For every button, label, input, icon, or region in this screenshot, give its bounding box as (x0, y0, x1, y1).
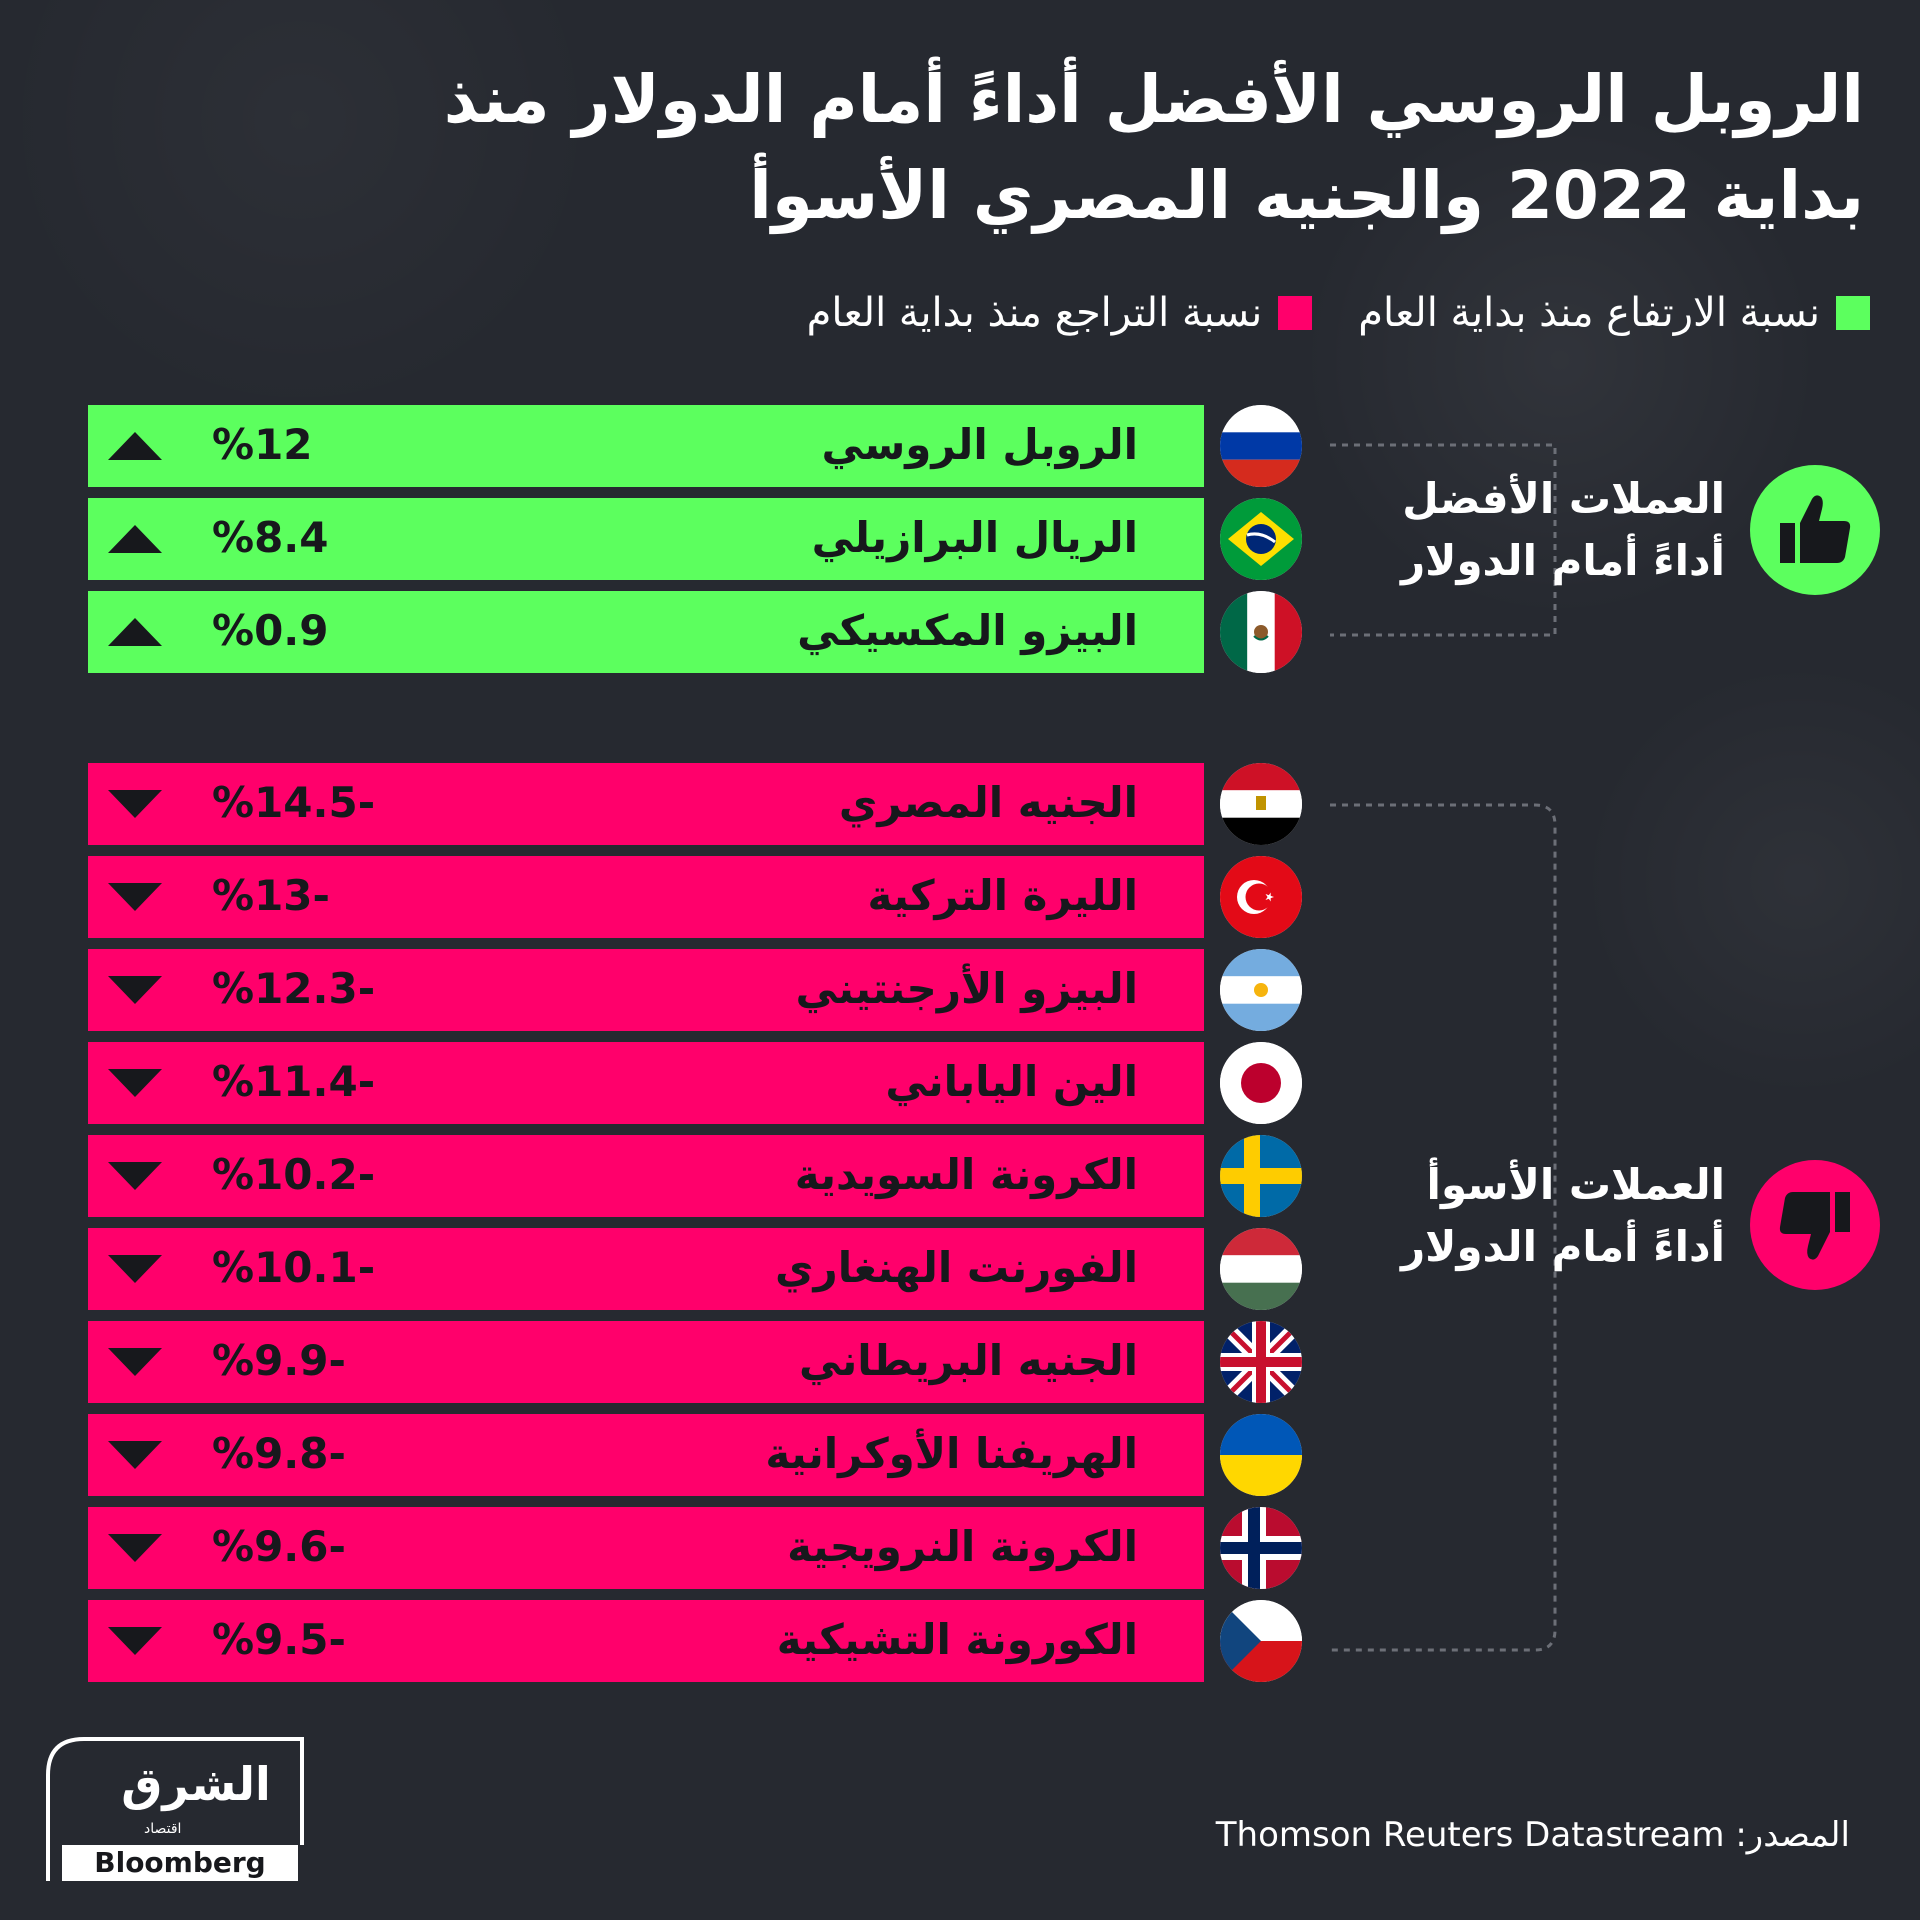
currency-row-norway: الكرونة النرويجية %9.6- (88, 1507, 1204, 1589)
best-group-label: العملات الأفضل أداءً أمام الدولار (1345, 468, 1725, 592)
worst-group-label: العملات الأسوأ أداءً أمام الدولار (1345, 1154, 1725, 1278)
best-group-bracket (1330, 443, 1557, 637)
currency-row-egypt: الجنيه المصري %14.5- (88, 763, 1204, 845)
currency-value: %8.4 (212, 513, 329, 562)
argentina-flag-icon (1220, 949, 1302, 1031)
currency-name: الكرونة السويدية (794, 1150, 1138, 1199)
arrow-down-icon (108, 1441, 162, 1469)
arrow-down-icon (108, 1069, 162, 1097)
japan-flag-icon (1220, 1042, 1302, 1124)
logo-sub-word: اقتصاد (144, 1821, 182, 1837)
legend-swatch-fall (1278, 296, 1313, 330)
arrow-down-icon (108, 1255, 162, 1283)
logo-frame (46, 1737, 304, 1881)
logo-arabic-word: الشرق (121, 1757, 271, 1811)
currency-row-argentina: البيزو الأرجنتيني %12.3- (88, 949, 1204, 1031)
currency-name: الجنيه المصري (838, 778, 1138, 827)
currency-value: %10.1- (212, 1243, 376, 1292)
currency-value: %11.4- (212, 1057, 376, 1106)
currency-value: %9.9- (212, 1336, 346, 1385)
legend-label-fall: نسبة التراجع منذ بداية العام (806, 290, 1263, 336)
ukraine-flag-icon (1220, 1414, 1302, 1496)
hungary-flag-icon (1220, 1228, 1302, 1310)
arrow-up-icon (108, 432, 162, 460)
currency-row-turkey: الليرة التركية %13- (88, 856, 1204, 938)
arrow-up-icon (108, 525, 162, 553)
currency-value: %12.3- (212, 964, 376, 1013)
currency-row-japan: الين الياباني %11.4- (88, 1042, 1204, 1124)
russia-flag-icon (1220, 405, 1302, 487)
legend: نسبة الارتفاع منذ بداية العام نسبة الترا… (761, 290, 1870, 336)
currency-value: %13- (212, 871, 330, 920)
currency-value: %10.2- (212, 1150, 376, 1199)
arrow-down-icon (108, 1348, 162, 1376)
source-note: المصدر: Thomson Reuters Datastream (1215, 1815, 1850, 1855)
brazil-flag-icon (1220, 498, 1302, 580)
currency-value: %14.5- (212, 778, 376, 827)
logo: الشرق اقتصاد Bloomberg (44, 1735, 306, 1883)
currency-name: الريال البرازيلي (811, 513, 1138, 562)
mexico-flag-icon (1220, 591, 1302, 673)
worst-group-line1: العملات الأسوأ (1426, 1160, 1725, 1209)
currency-name: الكرونة النرويجية (787, 1522, 1138, 1571)
currency-row-brazil: الريال البرازيلي %8.4 (88, 498, 1204, 580)
legend-label-rise: نسبة الارتفاع منذ بداية العام (1358, 290, 1820, 336)
sweden-flag-icon (1220, 1135, 1302, 1217)
arrow-down-icon (108, 1162, 162, 1190)
arrow-down-icon (108, 976, 162, 1004)
currency-name: الجنيه البريطاني (799, 1336, 1138, 1385)
legend-item-rise: نسبة الارتفاع منذ بداية العام (1358, 290, 1870, 336)
thumbs-up-icon (1750, 465, 1880, 595)
currency-name: الكورونة التشيكية (776, 1615, 1138, 1664)
currency-value: %12 (212, 420, 313, 469)
currency-name: الليرة التركية (867, 871, 1138, 920)
best-group-line2: أداءً أمام الدولار (1400, 536, 1725, 585)
currency-row-russia: الروبل الروسي %12 (88, 405, 1204, 487)
thumbs-down-icon (1750, 1160, 1880, 1290)
currency-name: الين الياباني (885, 1057, 1138, 1106)
currency-name: الهريفنا الأوكرانية (765, 1429, 1138, 1478)
arrow-down-icon (108, 1627, 162, 1655)
uk-flag-icon (1220, 1321, 1302, 1403)
currency-value: %9.5- (212, 1615, 346, 1664)
currency-name: الفورنت الهنغاري (775, 1243, 1138, 1292)
currency-row-uk: الجنيه البريطاني %9.9- (88, 1321, 1204, 1403)
best-group-line1: العملات الأفضل (1402, 474, 1725, 523)
arrow-down-icon (108, 883, 162, 911)
arrow-up-icon (108, 618, 162, 646)
czech-flag-icon (1220, 1600, 1302, 1682)
currency-name: الروبل الروسي (821, 420, 1138, 469)
currency-row-mexico: البيزو المكسيكي %0.9 (88, 591, 1204, 673)
currency-name: البيزو الأرجنتيني (795, 964, 1138, 1013)
currency-row-hungary: الفورنت الهنغاري %10.1- (88, 1228, 1204, 1310)
currency-name: البيزو المكسيكي (797, 606, 1138, 655)
legend-swatch-rise (1836, 296, 1870, 330)
currency-value: %9.8- (212, 1429, 346, 1478)
legend-item-fall: نسبة التراجع منذ بداية العام (807, 290, 1313, 336)
arrow-down-icon (108, 1534, 162, 1562)
worst-group-bracket (1330, 803, 1557, 1652)
currency-value: %0.9 (212, 606, 329, 655)
worst-group-line2: أداءً أمام الدولار (1400, 1222, 1725, 1271)
currency-row-czech: الكورونة التشيكية %9.5- (88, 1600, 1204, 1682)
page-title: الروبل الروسي الأفضل أداءً أمام الدولار … (443, 61, 1864, 234)
logo-brand: Bloomberg (62, 1845, 298, 1881)
norway-flag-icon (1220, 1507, 1302, 1589)
egypt-flag-icon (1220, 763, 1302, 845)
currency-row-ukraine: الهريفنا الأوكرانية %9.8- (88, 1414, 1204, 1496)
currency-row-sweden: الكرونة السويدية %10.2- (88, 1135, 1204, 1217)
turkey-flag-icon (1220, 856, 1302, 938)
currency-value: %9.6- (212, 1522, 346, 1571)
arrow-down-icon (108, 790, 162, 818)
